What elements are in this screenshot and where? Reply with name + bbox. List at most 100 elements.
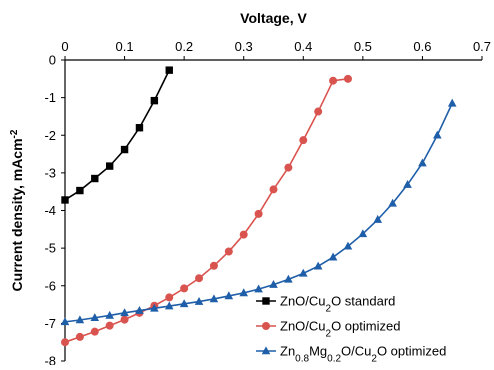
legend-item: ZnO/Cu2O optimized [256,319,400,340]
legend-label-part: O/Cu [341,344,371,359]
data-point [224,291,234,300]
data-point [120,315,129,324]
data-point [209,261,218,270]
data-point [269,280,278,288]
data-point [75,315,85,324]
data-point [180,284,189,293]
y-tick-label: 0 [49,53,56,68]
data-point [90,327,99,336]
data-point [239,230,248,239]
legend-label-part: 2 [326,328,332,339]
data-point [61,338,69,347]
data-point [343,74,352,83]
y-tick-label: -6 [44,278,56,293]
data-point [76,186,84,195]
data-point [179,299,189,308]
series-triangle [60,98,457,326]
data-point [298,268,308,277]
y-axis-title: Current density, mAcm-2 [9,129,26,291]
data-point [328,252,338,261]
x-tick-label: 0.4 [294,39,312,54]
legend-label-part: Zn [280,344,295,359]
x-axis-title: Voltage, V [240,10,307,26]
data-point [91,174,99,183]
legend-label-part: ZnO/Cu [280,319,326,334]
data-point [284,274,293,283]
data-point [90,313,100,322]
data-point [61,196,69,204]
legend-swatch-marker [262,322,270,330]
x-tick-label: 0.6 [413,39,431,54]
y-tick-label: -5 [44,241,56,256]
legend-swatch-marker [262,297,270,305]
y-tick-label: -4 [44,203,56,218]
y-axis-title-superscript: -2 [9,129,20,138]
y-tick-label: -2 [44,128,56,143]
x-tick-label: 0.5 [354,39,372,54]
data-point [105,321,114,330]
x-tick-label: 0.1 [116,39,134,54]
legend-item: Zn0.8Mg0.2O/Cu2O optimized [256,344,446,365]
y-axis-title-text: Current density, mAcm [9,138,25,291]
data-point [120,145,129,154]
x-tick-label: 0 [61,39,68,54]
data-point [135,124,144,132]
plot-area-series [60,66,457,347]
data-point [165,66,173,74]
data-point [105,162,114,170]
x-tick-label: 0.2 [175,39,193,54]
legend-label-part: O optimized [377,344,446,359]
legend-item: ZnO/Cu2O standard [256,294,395,315]
data-point [403,179,412,188]
y-tick-label: -3 [44,165,56,180]
legend-label-part: 0.8 [295,353,309,364]
legend-label: ZnO/Cu2O optimized [280,319,400,340]
legend-label-part: Mg [309,344,327,359]
data-point [299,136,308,145]
legend-swatch-marker [261,346,271,355]
y-tick-label: -1 [44,90,56,105]
data-point [313,261,323,270]
legend-label-part: O standard [331,294,395,309]
x-axis: 0 0.1 0.2 0.3 0.4 0.5 0.6 0.7 Voltage, V [61,10,491,61]
data-point [269,185,278,194]
data-point [418,158,427,167]
data-point [284,163,293,172]
data-point [343,241,353,250]
y-tick-label: -8 [44,354,56,366]
data-point [239,288,249,297]
data-point [194,296,204,305]
data-point [254,209,263,218]
data-point [120,308,129,317]
data-point [195,274,204,283]
x-tick-label: 0.7 [473,39,491,54]
legend-label: Zn0.8Mg0.2O/Cu2O optimized [280,344,446,365]
legend-label-part: O optimized [331,319,400,334]
data-point [254,284,263,293]
series-line [64,69,170,201]
legend-label-part: 2 [371,353,377,364]
data-point [75,332,84,341]
legend-label: ZnO/Cu2O standard [280,294,395,315]
data-point [388,198,397,207]
data-point [135,305,144,314]
series-square [61,66,173,204]
data-point [358,229,368,238]
legend-label-part: ZnO/Cu [280,294,326,309]
legend-label-part: 2 [326,303,332,314]
data-point [224,247,233,256]
data-point [60,317,70,326]
x-tick-label: 0.3 [235,39,253,54]
data-point [314,107,323,116]
data-point [329,76,338,85]
data-point [150,303,159,312]
data-point [209,294,219,303]
data-point [447,98,457,107]
data-point [164,301,174,310]
legend-label-part: 0.2 [327,353,341,364]
data-point [433,130,442,139]
